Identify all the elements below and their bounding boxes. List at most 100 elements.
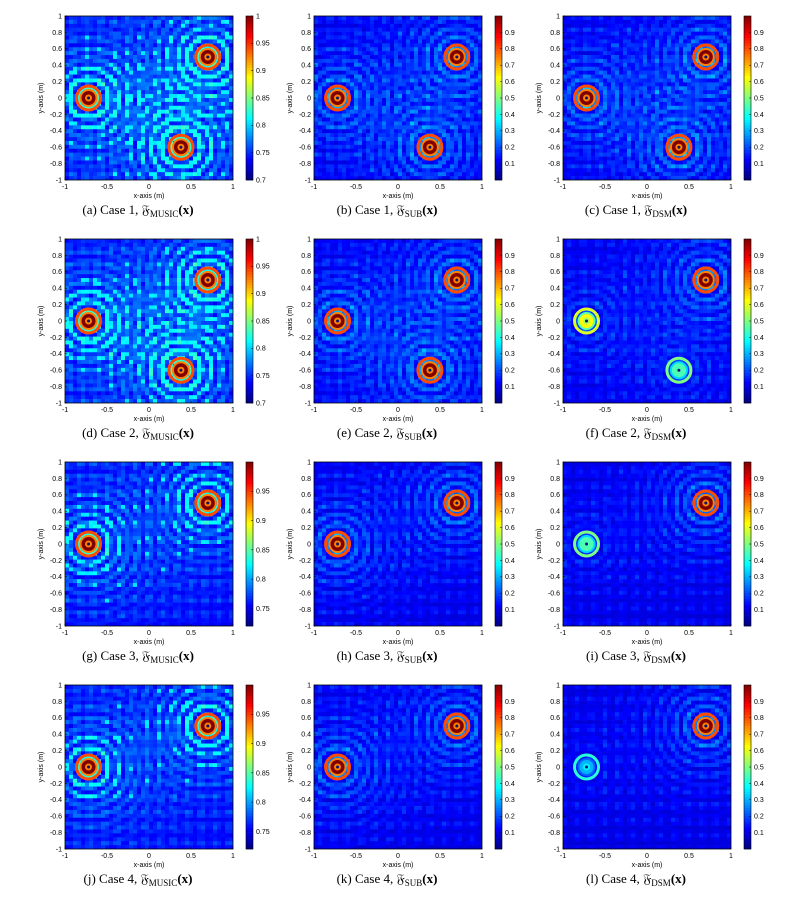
colorbar-tick-label: 0.6 xyxy=(754,302,764,309)
y-tick-label: -0.2 xyxy=(548,335,560,342)
y-tick-label: 0.4 xyxy=(52,286,62,293)
y-tick-label: -0.4 xyxy=(50,574,62,581)
y-tick-label: -0.4 xyxy=(50,128,62,135)
peak-mark-1 xyxy=(77,309,101,333)
heatmap xyxy=(65,16,233,180)
x-tick-label: 1 xyxy=(729,184,733,191)
x-tick-label: -0.5 xyxy=(350,184,362,191)
y-tick-label: 1 xyxy=(58,682,62,689)
y-tick-label: 0.2 xyxy=(301,302,311,309)
caption-function: 𝔉 xyxy=(142,202,150,217)
x-tick-label: 1 xyxy=(231,407,235,414)
y-tick-label: 1 xyxy=(58,13,62,20)
y-tick-label: 0.8 xyxy=(550,30,560,37)
caption-subscript: SUB xyxy=(405,209,423,219)
heatmap xyxy=(65,462,233,626)
y-tick-label: -0.4 xyxy=(548,797,560,804)
caption-letter: (e) xyxy=(337,425,355,440)
caption-argument: (x) xyxy=(179,425,194,440)
y-axis-label: y-axis (m) xyxy=(38,306,45,337)
x-axis-label: x-axis (m) xyxy=(383,416,414,423)
colorbar-tick-label: 0.8 xyxy=(754,46,764,53)
y-tick-label: 0 xyxy=(58,95,62,102)
x-tick-label: -1 xyxy=(311,184,317,191)
y-tick-label: 0.8 xyxy=(52,699,62,706)
x-axis-label: x-axis (m) xyxy=(383,639,414,646)
y-tick-label: 0.6 xyxy=(301,269,311,276)
y-tick-label: 0.8 xyxy=(301,476,311,483)
caption-f: (f) Case 2, 𝔉DSM(x) xyxy=(506,425,766,442)
x-tick-label: 0 xyxy=(645,184,649,191)
heatmap xyxy=(65,685,233,849)
y-tick-label: 0.4 xyxy=(550,732,560,739)
x-tick-label: -0.5 xyxy=(599,407,611,414)
x-axis-label: x-axis (m) xyxy=(134,862,165,869)
caption-h: (h) Case 3, 𝔉SUB(x) xyxy=(257,648,517,665)
colorbar-tick-label: 0.7 xyxy=(754,509,764,516)
caption-case: Case 4, xyxy=(355,871,397,886)
y-tick-label: 0.2 xyxy=(301,525,311,532)
y-tick-label: -0.8 xyxy=(50,830,62,837)
x-tick-label: 0.5 xyxy=(684,184,694,191)
y-tick-label: 0 xyxy=(307,764,311,771)
y-tick-label: 0.6 xyxy=(550,492,560,499)
x-axis-label: x-axis (m) xyxy=(383,193,414,200)
y-tick-label: -0.6 xyxy=(50,814,62,821)
caption-argument: (x) xyxy=(422,425,437,440)
y-axis-label: y-axis (m) xyxy=(287,306,294,337)
peak-mark-1 xyxy=(575,309,599,333)
y-tick-label: -0.2 xyxy=(50,558,62,565)
x-tick-label: 0.5 xyxy=(186,407,196,414)
x-tick-label: -1 xyxy=(62,184,68,191)
y-tick-label: -0.6 xyxy=(299,591,311,598)
y-tick-label: -0.4 xyxy=(299,797,311,804)
caption-subscript: MUSIC xyxy=(150,655,179,665)
y-tick-label: 1 xyxy=(58,236,62,243)
colorbar: 0.90.80.70.60.50.40.30.20.1 xyxy=(744,16,764,180)
x-tick-label: -0.5 xyxy=(350,407,362,414)
colorbar-tick-label: 0.9 xyxy=(754,30,764,37)
y-tick-label: 0.4 xyxy=(550,286,560,293)
heatmap xyxy=(314,16,482,180)
colorbar-tick-label: 0.3 xyxy=(754,574,764,581)
heatmap xyxy=(563,685,731,849)
caption-function: 𝔉 xyxy=(397,648,405,663)
y-tick-label: 0 xyxy=(556,541,560,548)
y-tick-label: -0.4 xyxy=(299,351,311,358)
y-tick-label: 0.8 xyxy=(550,253,560,260)
y-tick-label: 0.4 xyxy=(52,63,62,70)
peak-mark-1 xyxy=(575,532,599,556)
peak-mark-1 xyxy=(326,86,350,110)
colorbar: 0.90.80.70.60.50.40.30.20.1 xyxy=(744,239,764,403)
y-tick-label: 0.8 xyxy=(52,476,62,483)
x-tick-label: -1 xyxy=(560,630,566,637)
y-tick-label: -0.2 xyxy=(50,781,62,788)
y-tick-label: -0.6 xyxy=(299,145,311,152)
peak-mark-3 xyxy=(169,358,193,382)
caption-argument: (x) xyxy=(671,425,686,440)
y-tick-label: 0.2 xyxy=(550,79,560,86)
colorbar: 0.90.80.70.60.50.40.30.20.1 xyxy=(744,462,764,626)
y-tick-label: 0.8 xyxy=(301,30,311,37)
y-tick-label: 0.2 xyxy=(301,79,311,86)
heatmap xyxy=(563,16,731,180)
x-tick-label: 0 xyxy=(147,853,151,860)
colorbar-tick-label: 0.8 xyxy=(754,492,764,499)
peak-mark-2 xyxy=(694,268,718,292)
caption-subscript: DSM xyxy=(652,209,672,219)
caption-argument: (x) xyxy=(422,648,437,663)
x-tick-label: 1 xyxy=(729,407,733,414)
colorbar-tick-label: 0.7 xyxy=(754,63,764,70)
x-tick-label: 1 xyxy=(231,184,235,191)
y-tick-label: -0.6 xyxy=(50,145,62,152)
